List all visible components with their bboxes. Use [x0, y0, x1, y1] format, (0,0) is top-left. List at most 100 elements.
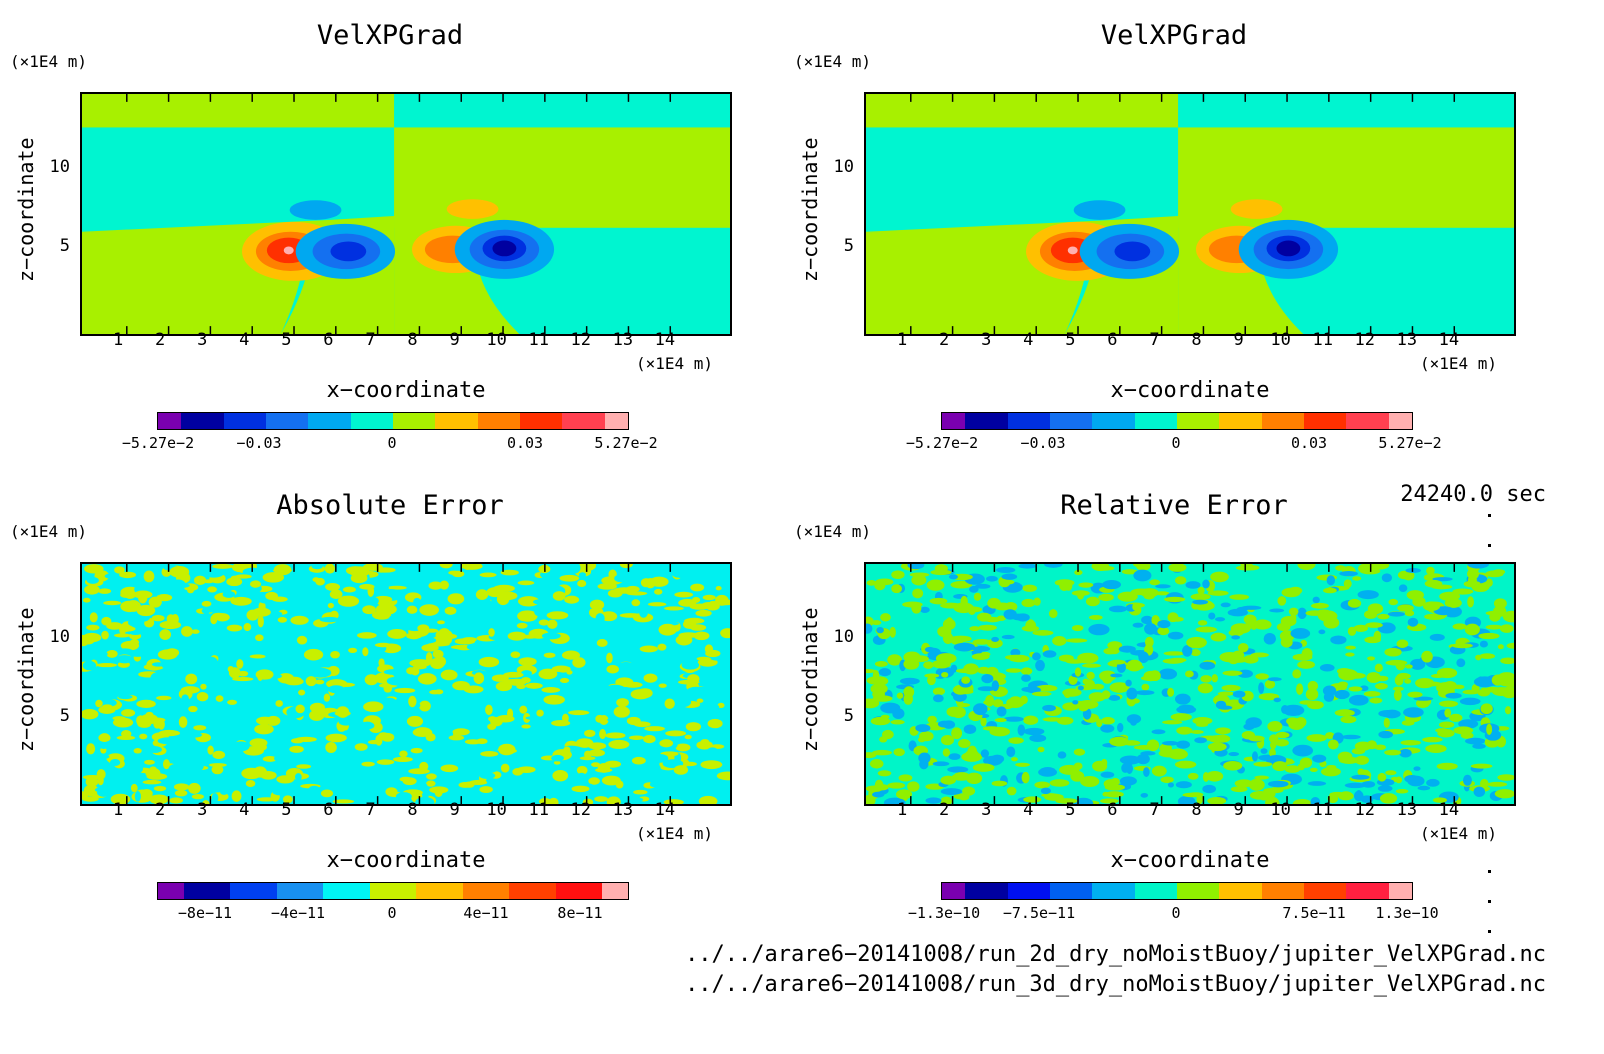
- noise-blob: [1170, 616, 1184, 622]
- noise-blob: [977, 612, 992, 622]
- decor-dot: [1488, 900, 1491, 903]
- noise-blob: [471, 759, 480, 765]
- y-tick-label: 5: [843, 706, 854, 726]
- noise-blob: [1338, 756, 1360, 764]
- colorbar-swatch: [604, 413, 628, 429]
- noise-blob: [245, 780, 256, 788]
- noise-blob: [1109, 682, 1130, 693]
- noise-blob: [670, 566, 693, 578]
- noise-blob: [1100, 798, 1119, 804]
- blob-upper-pos: [446, 199, 499, 219]
- colorbar-swatch: [942, 413, 966, 429]
- noise-blob: [695, 609, 712, 617]
- noise-blob: [700, 739, 710, 744]
- noise-blob: [1377, 772, 1387, 782]
- noise-blob: [488, 628, 495, 637]
- noise-blob: [601, 775, 621, 786]
- noise-blob: [212, 564, 234, 569]
- noise-blob: [1077, 685, 1084, 691]
- noise-blob: [1207, 742, 1227, 752]
- noise-blob: [548, 797, 559, 804]
- noise-blob: [584, 729, 596, 738]
- colorbar-swatch: [323, 883, 370, 899]
- noise-blob: [1478, 632, 1500, 640]
- noise-blob: [626, 716, 641, 726]
- colorbar-swatch: [1134, 883, 1177, 899]
- noise-blob: [85, 776, 99, 787]
- colorbar-tick-label: −0.03: [236, 434, 282, 452]
- noise-blob: [180, 665, 188, 670]
- noise-blob: [1163, 651, 1185, 656]
- noise-blob: [604, 636, 618, 641]
- noise-blob: [1305, 610, 1325, 616]
- noise-blob: [473, 672, 485, 684]
- noise-blob: [541, 686, 561, 693]
- noise-blob: [1084, 679, 1095, 690]
- noise-blob: [1099, 670, 1117, 682]
- noise-blob: [1037, 746, 1045, 753]
- x-tick-label: 3: [197, 800, 208, 820]
- noise-blob: [639, 606, 649, 618]
- noise-blob: [551, 754, 564, 762]
- noise-blob: [562, 726, 576, 734]
- noise-blob: [1480, 703, 1493, 714]
- noise-blob: [1347, 598, 1362, 608]
- noise-blob: [406, 667, 416, 675]
- noise-blob: [324, 564, 336, 574]
- noise-blob: [919, 606, 930, 613]
- noise-blob: [887, 654, 902, 666]
- colorbar-swatch: [1134, 413, 1177, 429]
- noise-blob: [1307, 700, 1324, 710]
- x-tick-label: 7: [1149, 330, 1160, 350]
- noise-blob: [653, 692, 671, 703]
- noise-blob: [82, 708, 99, 720]
- noise-blob: [987, 597, 1001, 609]
- y-tick-label: 10: [833, 157, 854, 177]
- noise-blob: [1422, 736, 1443, 743]
- noise-blob: [575, 738, 594, 748]
- noise-blob: [696, 726, 716, 736]
- noise-blob: [211, 765, 224, 775]
- noise-blob: [98, 705, 116, 714]
- noise-blob: [1125, 679, 1132, 687]
- noise-blob: [600, 644, 620, 653]
- noise-blob: [402, 647, 423, 659]
- colorbar-swatch: [1261, 883, 1305, 899]
- noise-blob: [1393, 686, 1404, 691]
- noise-blob: [1311, 602, 1329, 609]
- noise-blob: [429, 786, 449, 794]
- noise-blob: [1104, 784, 1126, 791]
- noise-blob: [1227, 656, 1249, 663]
- noise-blob: [1248, 735, 1265, 742]
- noise-blob: [605, 684, 625, 692]
- noise-blob: [1393, 689, 1402, 701]
- noise-blob: [559, 677, 570, 684]
- colorbar-tick-label: 0: [387, 904, 397, 922]
- noise-blob: [1118, 645, 1136, 653]
- colorbar-tick-label: 7.5e−11: [1282, 904, 1346, 922]
- noise-blob: [1288, 718, 1305, 730]
- noise-blob: [101, 616, 112, 626]
- noise-blob: [978, 624, 997, 631]
- noise-blob: [194, 575, 207, 586]
- noise-blob: [556, 794, 569, 801]
- noise-blob: [1074, 569, 1083, 576]
- noise-blob: [947, 766, 969, 773]
- noise-blob: [1207, 590, 1229, 596]
- noise-blob: [562, 713, 569, 723]
- heatmap-plot: [80, 562, 732, 806]
- noise-blob: [360, 721, 375, 730]
- noise-blob: [1174, 576, 1187, 585]
- noise-blob: [437, 620, 445, 625]
- x-tick-label: 4: [1023, 800, 1034, 820]
- colorbar-tick-label: 5.27e−2: [1378, 434, 1442, 452]
- noise-blob: [696, 740, 713, 750]
- noise-blob: [131, 790, 153, 803]
- noise-blob: [406, 632, 422, 640]
- noise-blob: [1339, 570, 1358, 577]
- noise-blob: [1158, 668, 1178, 680]
- noise-blob: [511, 644, 521, 650]
- noise-blob: [376, 759, 395, 765]
- noise-blob: [348, 647, 358, 654]
- noise-blob: [1445, 692, 1462, 699]
